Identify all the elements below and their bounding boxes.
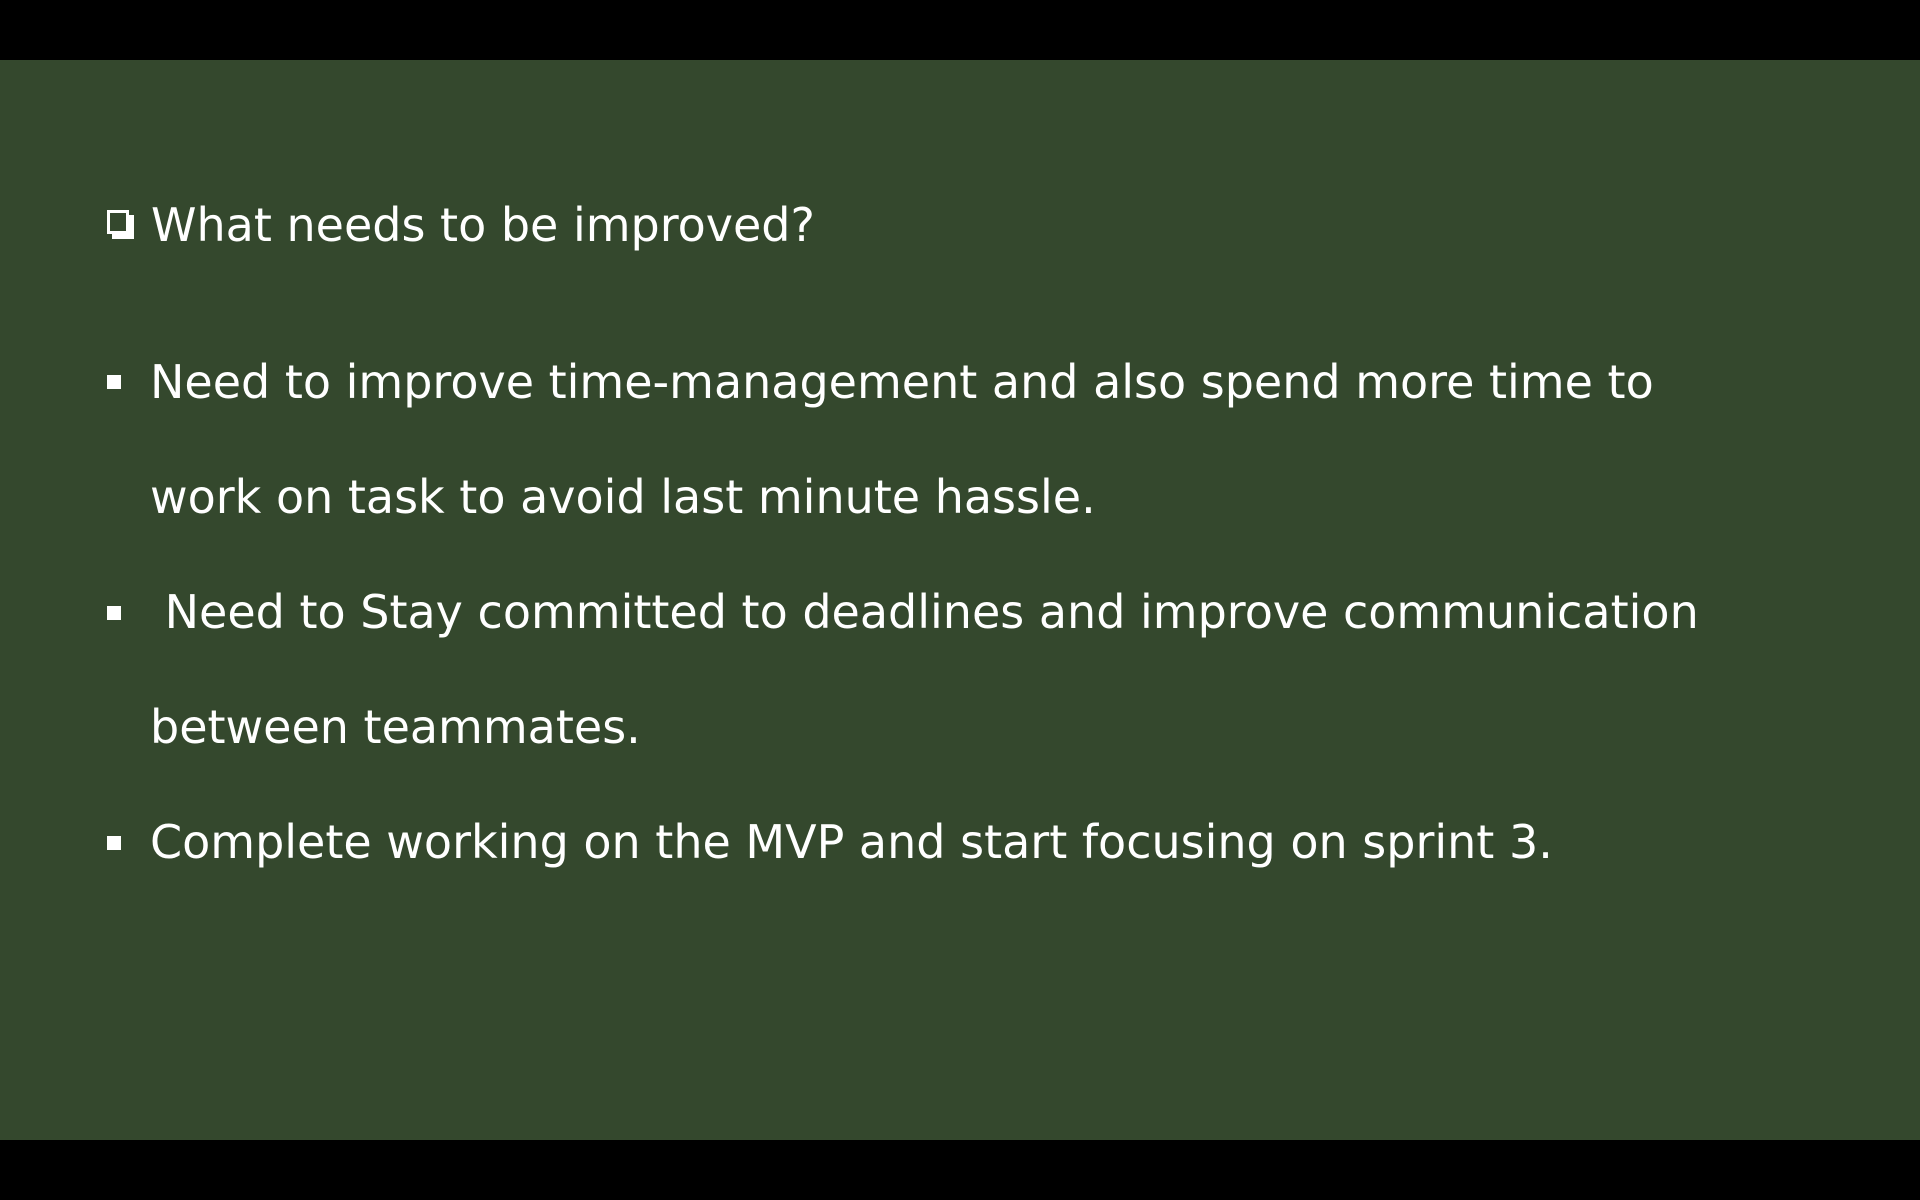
letterbox-bottom — [0, 1140, 1920, 1200]
bullet-2-line-1: Need to Stay committed to deadlines and … — [150, 585, 1699, 639]
slide-heading: What needs to be improved? — [107, 180, 815, 270]
bullet-3-line-1: Complete working on the MVP and start fo… — [150, 815, 1553, 869]
square-bullet-icon — [107, 836, 121, 850]
square-bullet-icon — [107, 606, 121, 620]
bullet-1-line-2: work on task to avoid last minute hassle… — [150, 470, 1096, 524]
checkbox-icon — [107, 210, 135, 240]
letterbox-top — [0, 0, 1920, 60]
slide: What needs to be improved? Need to impro… — [0, 60, 1920, 1140]
bullet-1-line-1: Need to improve time-management and also… — [150, 355, 1654, 409]
bullet-2-line-2: between teammates. — [150, 700, 641, 754]
square-bullet-icon — [107, 375, 121, 389]
slide-heading-text: What needs to be improved? — [151, 198, 815, 252]
